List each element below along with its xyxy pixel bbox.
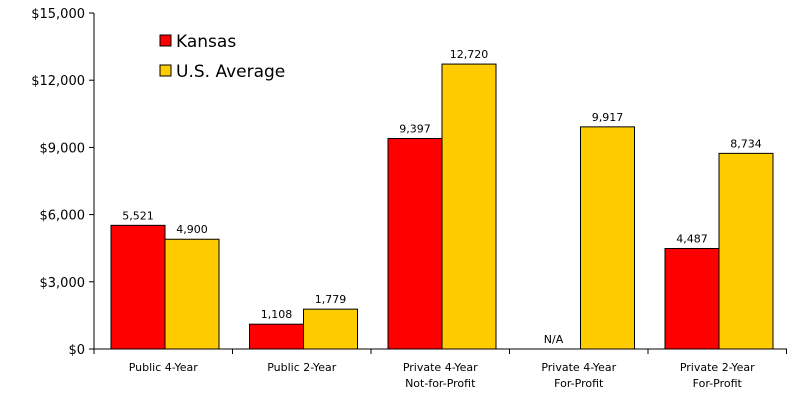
legend-label-kansas: Kansas <box>176 32 236 52</box>
bar-us-average-1 <box>303 308 358 350</box>
x-tick-label-3-0: Private 4-Year <box>541 361 616 374</box>
axes-layer: $0 $3,000 $6,000 $9,000 $12,000 $15,000 Public… <box>31 7 787 390</box>
bar-us-average-2 <box>441 63 497 350</box>
y-tick-label-4: $12,000 <box>31 74 85 89</box>
y-tick-label-3: $9,000 <box>40 141 86 156</box>
data-label-1-1: 1,779 <box>315 293 347 306</box>
data-label-0-4: 4,487 <box>676 232 708 245</box>
x-tick-label-2-1: Not-for-Profit <box>405 377 476 390</box>
data-label-0-1: 1,108 <box>261 308 293 321</box>
x-tick-label-0-0: Public 4-Year <box>129 361 198 374</box>
y-tick-label-1: $3,000 <box>40 276 86 291</box>
data-labels-layer: 5,521 4,900 1,108 1,779 9,397 12,720 N/A 9,917 4… <box>122 48 762 346</box>
data-label-1-0: 4,900 <box>176 223 208 236</box>
x-tick-label-1-0: Public 2-Year <box>267 361 336 374</box>
y-tick-label-5: $15,000 <box>31 7 85 22</box>
data-label-1-2: 12,720 <box>450 48 489 61</box>
legend-swatch-kansas <box>159 34 172 47</box>
data-label-0-2: 9,397 <box>399 123 431 136</box>
x-tick-label-2-0: Private 4-Year <box>403 361 478 374</box>
bar-us-average-4 <box>718 152 774 350</box>
x-tick-label-4-0: Private 2-Year <box>680 361 755 374</box>
data-label-1-3: 9,917 <box>592 111 624 124</box>
y-tick-label-2: $6,000 <box>40 209 86 224</box>
bars-layer <box>110 63 774 350</box>
bar-us-average-0 <box>164 238 220 350</box>
bar-kansas-4 <box>664 247 720 350</box>
bar-kansas-0 <box>110 224 166 350</box>
data-label-0-0: 5,521 <box>122 209 154 222</box>
legend-swatch-us-average <box>159 64 172 77</box>
x-tick-label-3-1: For-Profit <box>554 377 604 390</box>
bar-kansas-1 <box>249 323 304 350</box>
bar-us-average-3 <box>580 126 635 350</box>
legend-label-us-average: U.S. Average <box>176 62 285 82</box>
data-label-0-3: N/A <box>544 333 564 346</box>
legend: Kansas U.S. Average <box>159 32 285 82</box>
y-tick-label-0: $0 <box>68 343 85 358</box>
bar-kansas-2 <box>387 138 443 350</box>
x-tick-label-4-1: For-Profit <box>693 377 743 390</box>
data-label-1-4: 8,734 <box>730 137 762 150</box>
